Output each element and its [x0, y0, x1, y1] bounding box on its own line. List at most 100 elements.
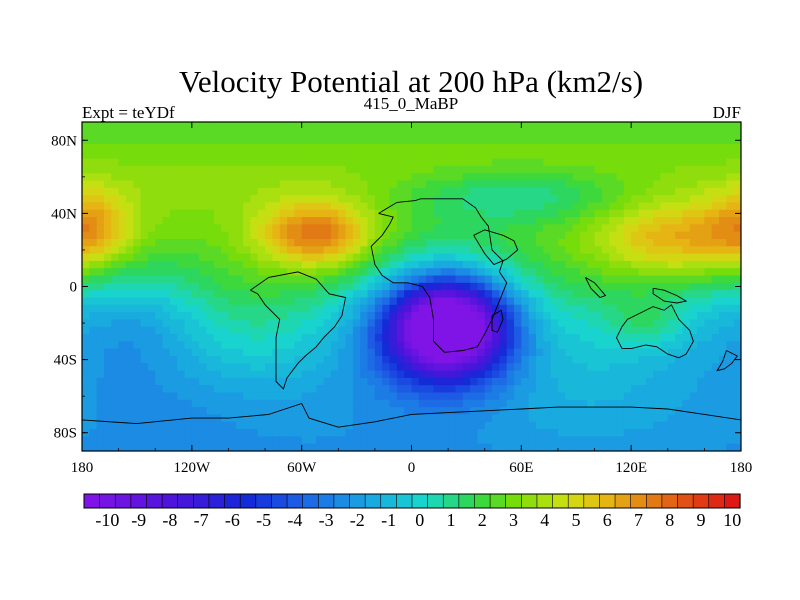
field-cell	[82, 290, 90, 299]
field-cell	[279, 363, 288, 372]
field-cell	[301, 260, 310, 269]
field-cell	[514, 319, 522, 328]
field-cell	[382, 399, 391, 408]
field-cell	[382, 143, 391, 152]
field-cell	[279, 348, 288, 357]
field-cell	[645, 399, 654, 408]
field-cell	[733, 122, 741, 130]
chart-title: Velocity Potential at 200 hPa (km2/s)	[179, 64, 643, 99]
field-cell	[535, 143, 544, 152]
field-cell	[250, 377, 259, 386]
field-cell	[389, 399, 398, 408]
field-cell	[711, 377, 720, 386]
field-cell	[653, 436, 662, 445]
field-cell	[506, 224, 515, 233]
colorbar-bin	[708, 493, 725, 509]
field-cell	[557, 238, 566, 247]
field-cell	[631, 260, 640, 269]
field-cell	[514, 165, 522, 174]
field-cell	[653, 180, 662, 189]
field-cell	[235, 385, 244, 394]
field-cell	[184, 407, 193, 416]
field-cell	[550, 238, 559, 247]
field-cell	[645, 202, 654, 211]
field-cell	[433, 180, 442, 189]
field-cell	[272, 260, 281, 269]
field-cell	[638, 436, 647, 445]
field-cell	[272, 421, 281, 430]
field-cell	[184, 334, 193, 342]
field-cell	[374, 224, 383, 233]
field-cell	[521, 224, 530, 233]
field-cell	[623, 202, 632, 211]
field-cell	[250, 304, 259, 313]
field-cell	[470, 392, 478, 401]
field-cell	[521, 195, 530, 204]
field-cell	[587, 187, 596, 196]
field-cell	[499, 421, 508, 430]
field-cell	[191, 209, 200, 218]
field-cell	[243, 195, 252, 204]
field-cell	[235, 392, 244, 401]
field-cell	[557, 429, 566, 437]
field-cell	[374, 385, 383, 394]
field-cell	[345, 129, 354, 138]
field-cell	[543, 436, 552, 445]
field-cell	[426, 158, 435, 167]
field-cell	[330, 158, 339, 167]
field-cell	[579, 180, 588, 189]
field-cell	[587, 209, 596, 218]
field-cell	[616, 129, 625, 138]
field-cell	[440, 260, 449, 269]
field-cell	[323, 129, 332, 138]
field-cell	[250, 195, 259, 204]
field-cell	[653, 290, 662, 299]
field-cell	[477, 238, 486, 247]
field-cell	[601, 443, 610, 451]
field-cell	[199, 355, 208, 364]
field-cell	[623, 224, 632, 233]
field-cell	[199, 180, 208, 189]
field-cell	[133, 282, 142, 291]
field-cell	[521, 443, 530, 451]
field-cell	[279, 246, 288, 255]
field-cell	[711, 297, 720, 306]
field-cell	[535, 209, 544, 218]
field-cell	[382, 414, 391, 423]
field-cell	[667, 414, 676, 423]
field-cell	[645, 443, 654, 451]
field-cell	[470, 187, 478, 196]
field-cell	[272, 158, 281, 167]
field-cell	[675, 122, 684, 130]
field-cell	[623, 151, 632, 160]
field-cell	[660, 290, 669, 299]
field-cell	[177, 151, 186, 160]
field-cell	[704, 275, 713, 284]
field-cell	[140, 443, 149, 451]
field-cell	[250, 180, 259, 189]
field-cell	[455, 297, 464, 306]
field-cell	[382, 202, 391, 211]
field-cell	[506, 312, 515, 320]
field-cell	[557, 173, 566, 182]
colorbar-bin	[427, 493, 444, 509]
field-cell	[155, 429, 164, 437]
field-cell	[631, 129, 640, 138]
field-cell	[308, 122, 317, 130]
field-cell	[711, 399, 720, 408]
field-cell	[330, 312, 339, 320]
field-cell	[557, 421, 566, 430]
field-cell	[528, 224, 537, 233]
field-cell	[389, 143, 398, 152]
field-cell	[506, 326, 515, 335]
field-cell	[675, 136, 684, 145]
field-cell	[660, 319, 669, 328]
field-cell	[587, 143, 596, 152]
colorbar-bin	[302, 493, 319, 509]
field-cell	[103, 231, 112, 240]
field-cell	[440, 414, 449, 423]
field-cell	[323, 136, 332, 145]
field-cell	[609, 312, 618, 320]
field-cell	[411, 238, 420, 247]
field-cell	[638, 392, 647, 401]
